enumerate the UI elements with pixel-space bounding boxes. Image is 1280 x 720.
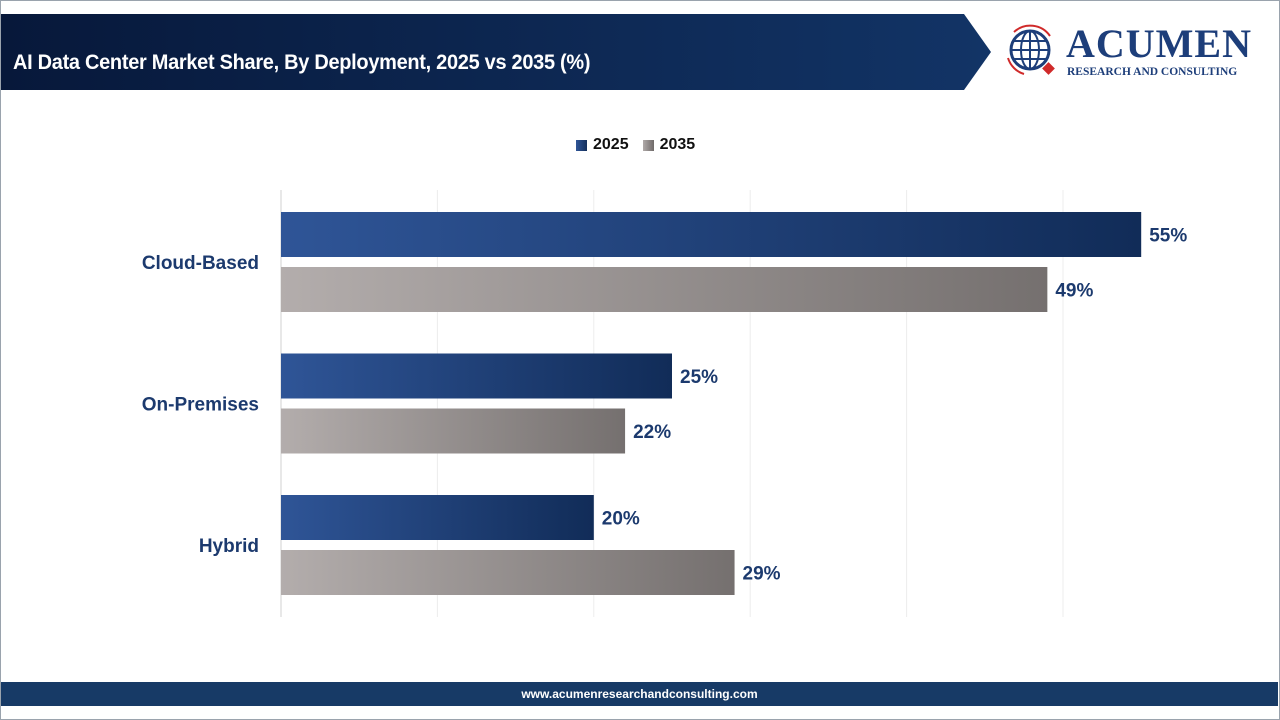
logo-tagline: RESEARCH AND CONSULTING: [1067, 66, 1238, 78]
chart-title: AI Data Center Market Share, By Deployme…: [13, 51, 591, 74]
legend-swatch-2035: [642, 139, 654, 151]
globe-icon: [1007, 24, 1055, 75]
category-label: On-Premises: [142, 395, 259, 416]
acumen-logo: ACUMEN RESEARCH AND CONSULTING: [1004, 22, 1264, 82]
bar-2025-on-premises: [281, 353, 672, 399]
legend-item-2035: 2035: [642, 136, 696, 154]
data-label: 29%: [743, 564, 781, 585]
bar-2035-cloud-based: [281, 267, 1048, 312]
legend-label-2025: 2025: [593, 136, 629, 153]
logo-wordmark: ACUMEN: [1066, 21, 1252, 66]
data-label: 20%: [602, 509, 640, 530]
category-label: Cloud-Based: [142, 253, 259, 274]
category-label: Hybrid: [199, 536, 259, 557]
title-banner-shape: [1, 14, 991, 90]
data-label: 55%: [1149, 226, 1187, 247]
legend-swatch-2025: [576, 139, 587, 151]
bar-2025-hybrid: [281, 495, 594, 540]
data-label: 22%: [633, 422, 671, 443]
bar-2035-hybrid: [281, 550, 735, 595]
footer-bar: www.acumenresearchandconsulting.com: [1, 682, 1278, 706]
data-label: 49%: [1055, 281, 1093, 302]
chart-legend: 2025 2035: [576, 136, 695, 154]
title-banner: AI Data Center Market Share, By Deployme…: [1, 14, 991, 90]
bar-2025-cloud-based: [281, 212, 1142, 257]
data-label: 25%: [680, 367, 718, 388]
bar-2035-on-premises: [281, 408, 626, 454]
legend-item-2025: 2025: [576, 136, 629, 154]
footer-url[interactable]: www.acumenresearchandconsulting.com: [521, 687, 758, 701]
legend-label-2035: 2035: [659, 136, 696, 153]
